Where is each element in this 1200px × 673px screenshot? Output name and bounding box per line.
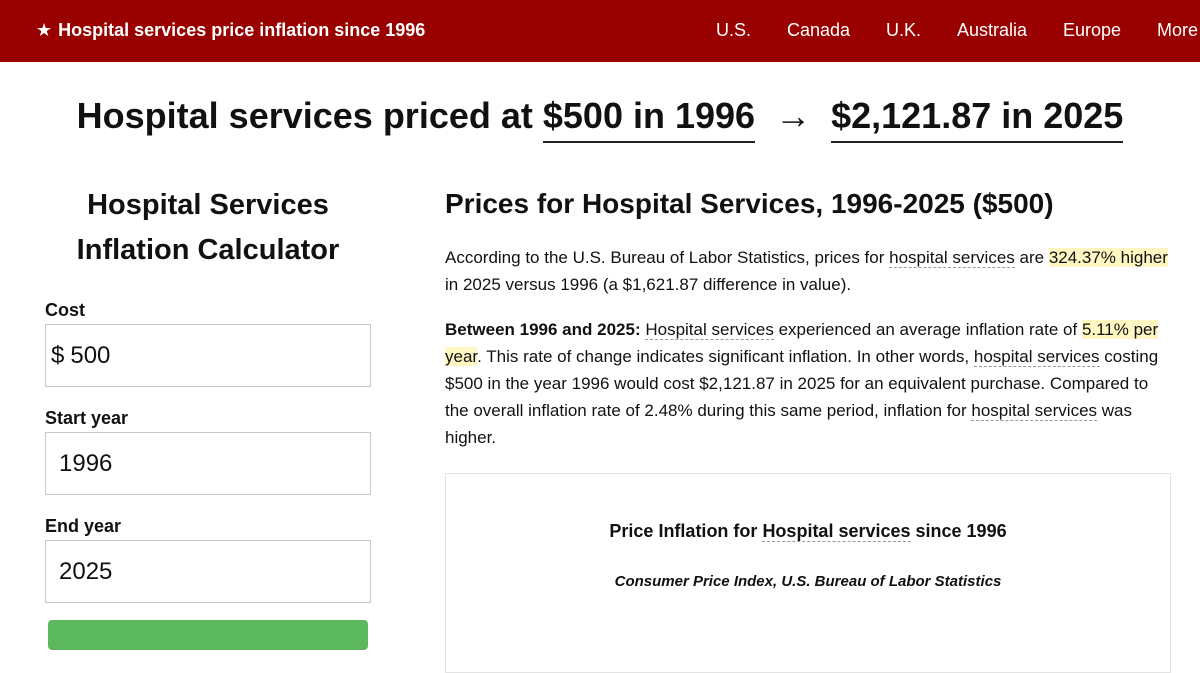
calculator-title-line1: Hospital Services [87,189,329,221]
start-year-field[interactable] [45,432,371,495]
end-year-input[interactable] [59,557,309,586]
top-nav-bar: ★ Hospital services price inflation since… [0,0,1200,62]
nav-link-uk[interactable]: U.K. [886,20,922,40]
chart-title: Price Inflation for Hospital services si… [446,521,1170,542]
region-nav: U.S. Canada U.K. Australia Europe More [0,20,1200,44]
brand-label: Hospital services price inflation since … [58,20,426,40]
cost-field[interactable]: $ [45,324,371,387]
chart-subtitle: Consumer Price Index, U.S. Bureau of Lab… [614,573,1002,590]
article-paragraph-2: Between 1996 and 2025: Hospital services… [445,316,1175,451]
hospital-services-link[interactable]: Hospital services [645,320,774,340]
calculator-title-line2: Inflation Calculator [76,234,340,266]
nav-link-more[interactable]: More [1157,20,1199,40]
chart-container: Price Inflation for Hospital services si… [445,473,1171,673]
chart-title-link[interactable]: Hospital services [762,521,911,542]
p2-text-d: was higher. [445,401,1132,447]
p2-text-c: costing $500 in the year 1996 would cost… [445,347,1159,420]
hospital-services-link[interactable]: hospital services [971,401,1098,421]
nav-link-australia[interactable]: Australia [957,20,1028,40]
cost-label: Cost [45,300,85,320]
cost-input[interactable] [70,341,321,370]
hospital-services-link[interactable]: hospital services [889,248,1015,268]
site-brand[interactable]: ★ Hospital services price inflation since… [36,20,425,41]
hospital-services-link[interactable]: hospital services [973,347,1100,367]
headline-from-amount: $500 in 1996 [542,95,756,143]
end-year-field[interactable] [45,540,371,603]
headline-arrow: → [775,95,812,136]
percent-change-highlight: 324.37% higher [1048,248,1168,267]
star-icon: ★ [36,20,53,40]
headline-prefix: Hospital services priced at [76,95,533,136]
p2-text-b: . This rate of change indicates signific… [477,347,974,366]
p1-text-b: are [1014,248,1049,267]
currency-symbol: $ [51,341,65,369]
article-paragraph-1: According to the U.S. Bureau of Labor St… [445,244,1175,298]
start-year-label: Start year [45,408,129,428]
calculate-button[interactable] [48,620,368,650]
article-heading: Prices for Hospital Services, 1996-2025 … [445,188,1054,219]
page-headline: Hospital services priced at $500 in 1996… [0,95,1200,143]
end-year-label: End year [45,516,122,536]
article-section: Prices for Hospital Services, 1996-2025 … [445,188,1175,469]
p2-text-a: experienced an average inflation rate of [773,320,1082,339]
period-label: Between 1996 and 2025: [445,320,641,339]
p1-text-c: in 2025 versus 1996 (a $1,621.87 differe… [445,275,852,294]
nav-link-canada[interactable]: Canada [787,20,851,40]
nav-link-us[interactable]: U.S. [716,20,752,40]
calculator-title: Hospital Services Inflation Calculator [45,183,371,273]
headline-to-amount: $2,121.87 in 2025 [831,95,1124,143]
p1-text-a: According to the U.S. Bureau of Labor St… [445,248,890,267]
chart-title-text-a: Price Inflation for [609,521,763,541]
start-year-input[interactable] [59,449,309,478]
nav-link-europe[interactable]: Europe [1063,20,1122,40]
chart-title-text-b: since 1996 [910,521,1007,541]
